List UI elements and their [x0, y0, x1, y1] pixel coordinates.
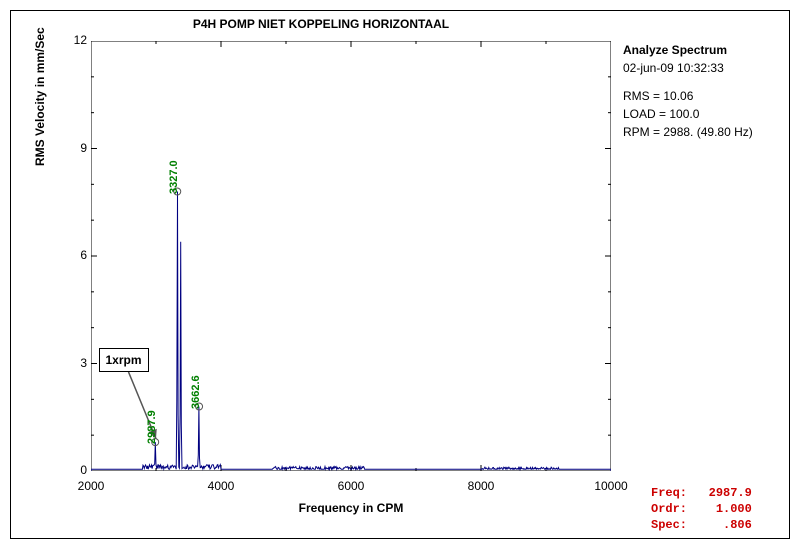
peak-label: 3327.0	[168, 160, 180, 194]
x-axis-label: Frequency in CPM	[91, 501, 611, 515]
info-rpm: RPM = 2988. (49.80 Hz)	[623, 123, 753, 141]
y-axis-label: RMS Velocity in mm/Sec	[33, 27, 47, 166]
info-rms: RMS = 10.06	[623, 87, 753, 105]
y-tick-label: 3	[57, 356, 87, 370]
y-tick-label: 9	[57, 141, 87, 155]
spectrum-plot	[91, 41, 611, 471]
y-tick-label: 0	[57, 463, 87, 477]
x-tick-label: 4000	[208, 479, 235, 493]
x-tick-label: 2000	[78, 479, 105, 493]
info-heading: Analyze Spectrum	[623, 41, 753, 59]
info-timestamp: 02-jun-09 10:32:33	[623, 59, 753, 77]
peak-label: 2987.9	[146, 410, 158, 444]
annotation-1xrpm: 1xrpm	[99, 348, 149, 372]
cursor-readout: Freq: 2987.9 Ordr: 1.000 Spec: .806	[651, 485, 752, 534]
info-load: LOAD = 100.0	[623, 105, 753, 123]
info-panel: Analyze Spectrum 02-jun-09 10:32:33 RMS …	[623, 41, 753, 141]
chart-title: P4H POMP NIET KOPPELING HORIZONTAAL	[11, 17, 631, 31]
x-tick-label: 8000	[468, 479, 495, 493]
y-tick-label: 12	[57, 33, 87, 47]
chart-area	[91, 41, 611, 471]
x-tick-label: 10000	[594, 479, 627, 493]
y-tick-label: 6	[57, 248, 87, 262]
peak-label: 3662.6	[190, 375, 202, 409]
x-tick-label: 6000	[338, 479, 365, 493]
outer-frame: P4H POMP NIET KOPPELING HORIZONTAAL RMS …	[10, 10, 790, 539]
